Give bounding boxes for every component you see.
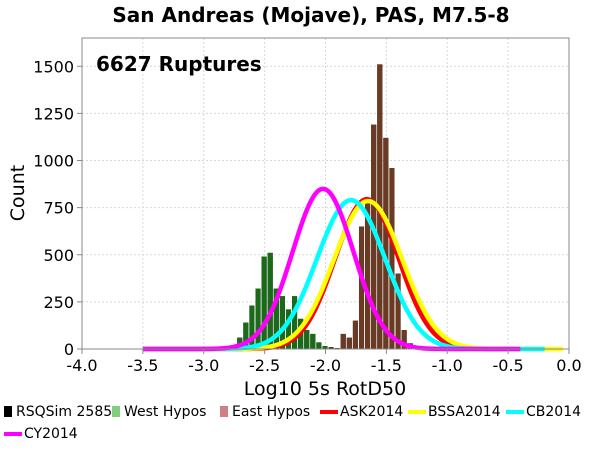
grid: [81, 38, 570, 350]
bar-east-28: [401, 330, 407, 349]
y-tick-label-4: 1000: [33, 152, 74, 171]
y-tick-label-3: 750: [43, 199, 74, 218]
legend-label-cy2014: CY2014: [24, 426, 78, 442]
x-tick-label-4: -2.0: [310, 356, 341, 375]
legend-label-west-hypos: West Hypos: [124, 404, 206, 420]
bar-west-3: [249, 305, 255, 349]
x-tick-label-5: -1.5: [371, 356, 402, 375]
bar-east-25: [383, 137, 389, 349]
x-tick-label-1: -3.5: [127, 356, 158, 375]
x-axis-label: Log10 5s RotD50: [244, 378, 406, 400]
y-tick-label-2: 500: [43, 246, 74, 265]
legend-swatch-rsqsim-2585: [4, 406, 12, 417]
y-axis-ticks: 0 250 500 750 1000 1250 1500: [33, 57, 82, 359]
bar-west-2: [243, 322, 249, 349]
bar-east-27: [395, 273, 401, 349]
x-axis-ticks: -4.0 -3.5 -3.0 -2.5 -2.0 -1.5 -1.0 -0.5 0.0: [66, 349, 582, 375]
bar-west-10: [292, 296, 298, 349]
x-tick-label-7: -0.5: [493, 356, 524, 375]
legend-label-bssa2014: BSSA2014: [428, 404, 501, 420]
bar-east-23: [371, 124, 377, 349]
x-tick-label-8: 0.0: [556, 356, 581, 375]
bar-west-15: [322, 346, 328, 349]
bar-east-22: [365, 201, 371, 349]
x-tick-label-3: -2.5: [249, 356, 280, 375]
rupture-count-annotation: 6627 Ruptures: [96, 52, 262, 76]
bar-west-5: [261, 256, 267, 349]
bar-west-4: [255, 288, 261, 349]
x-tick-label-0: -4.0: [66, 356, 97, 375]
legend-label-east-hypos: East Hypos: [232, 404, 310, 420]
bar-east-16: [328, 347, 334, 349]
bar-east-19: [346, 337, 352, 349]
y-tick-label-5: 1250: [33, 104, 74, 123]
bar-east-26: [389, 168, 395, 349]
bar-east-18: [340, 333, 346, 349]
x-tick-label-6: -1.0: [432, 356, 463, 375]
bar-west-6: [267, 252, 273, 349]
bar-west-8: [279, 296, 285, 349]
legend-label-ask2014: ASK2014: [340, 404, 403, 420]
y-tick-label-1: 250: [43, 293, 74, 312]
bar-west-13: [310, 333, 316, 349]
bar-west-7: [273, 288, 279, 349]
legend-label-cb2014: CB2014: [526, 404, 581, 420]
legend-swatch-east-hypos: [220, 406, 228, 417]
bar-west-14: [316, 342, 322, 349]
y-tick-label-0: 0: [64, 340, 74, 359]
bar-east-20: [352, 320, 358, 349]
legend-label-rsqsim-2585: RSQSim 2585: [16, 404, 112, 420]
y-tick-label-6: 1500: [33, 57, 74, 76]
chart-title: San Andreas (Mojave), PAS, M7.5-8: [112, 3, 509, 27]
bar-east-21: [358, 226, 365, 349]
bar-west-12: [304, 330, 310, 349]
legend-swatch-west-hypos: [112, 406, 120, 417]
legend: RSQSim 2585 West Hypos East Hypos ASK2014 BS…: [4, 404, 581, 442]
x-tick-label-2: -3.0: [188, 356, 219, 375]
y-axis-label: Count: [7, 165, 29, 221]
bar-west-9: [285, 309, 292, 349]
